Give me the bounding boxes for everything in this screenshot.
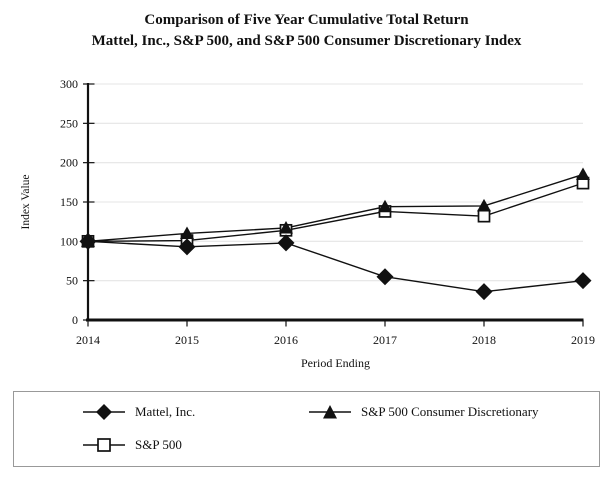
y-axis-tick-label: 150 bbox=[60, 195, 78, 209]
y-axis-tick-label: 0 bbox=[72, 313, 78, 327]
chart-title-line2: Mattel, Inc., S&P 500, and S&P 500 Consu… bbox=[91, 33, 522, 49]
y-axis-tick-label: 50 bbox=[66, 274, 78, 288]
x-axis-tick-label: 2017 bbox=[373, 333, 397, 347]
x-axis-title: Period Ending bbox=[301, 356, 370, 370]
data-point-square bbox=[477, 209, 491, 223]
series-line-0 bbox=[87, 240, 584, 293]
legend-label-sp500-consumer-discretionary: S&P 500 Consumer Discretionary bbox=[361, 404, 539, 419]
data-point-diamond bbox=[376, 268, 394, 286]
legend-item-mattel: Mattel, Inc. bbox=[83, 403, 195, 421]
x-axis-tick-label: 2014 bbox=[76, 333, 100, 347]
chart-title-line1: Comparison of Five Year Cumulative Total… bbox=[144, 12, 469, 28]
legend-item-sp500: S&P 500 bbox=[83, 436, 182, 454]
y-axis-tick-label: 200 bbox=[60, 156, 78, 170]
y-axis-tick-label: 100 bbox=[60, 234, 78, 248]
line-chart-canvas: 0 50 100 150 200 250 300 2014 2015 2016 2017 2018 20… bbox=[20, 77, 595, 370]
x-axis-tick-label: 2018 bbox=[472, 333, 496, 347]
legend: Mattel, Inc. S&P 500 Consumer Discretion… bbox=[13, 391, 600, 467]
data-point-diamond bbox=[178, 238, 196, 256]
y-axis-tick-label: 250 bbox=[60, 116, 78, 130]
series-line-2 bbox=[87, 173, 584, 243]
data-point-diamond bbox=[79, 232, 97, 250]
legend-label-sp500: S&P 500 bbox=[135, 437, 182, 452]
square-open-marker-icon bbox=[83, 438, 125, 452]
data-point-diamond bbox=[574, 272, 592, 290]
legend-label-mattel: Mattel, Inc. bbox=[135, 404, 196, 419]
data-point-triangle bbox=[477, 198, 491, 212]
data-point-triangle bbox=[378, 199, 392, 213]
x-axis-tick-label: 2016 bbox=[274, 333, 298, 347]
data-point-diamond bbox=[277, 234, 295, 252]
legend-item-sp500-consumer-discretionary: S&P 500 Consumer Discretionary bbox=[309, 403, 539, 421]
plot-area: 0 50 100 150 200 250 300 2014 2015 2016 2017 2018 20… bbox=[0, 70, 613, 380]
y-axis-title: Index Value bbox=[20, 174, 32, 229]
diamond-marker-icon bbox=[83, 404, 125, 420]
chart-title: Comparison of Five Year Cumulative Total… bbox=[0, 10, 613, 52]
data-point-triangle bbox=[576, 167, 590, 180]
data-point-triangle bbox=[279, 220, 293, 234]
data-point-diamond bbox=[475, 283, 493, 301]
data-point-triangle bbox=[180, 226, 194, 239]
series-line-1 bbox=[87, 182, 584, 243]
y-axis-tick-label: 300 bbox=[60, 77, 78, 91]
x-axis-tick-label: 2019 bbox=[571, 333, 595, 347]
triangle-marker-icon bbox=[309, 405, 351, 419]
x-axis-tick-label: 2015 bbox=[175, 333, 199, 347]
